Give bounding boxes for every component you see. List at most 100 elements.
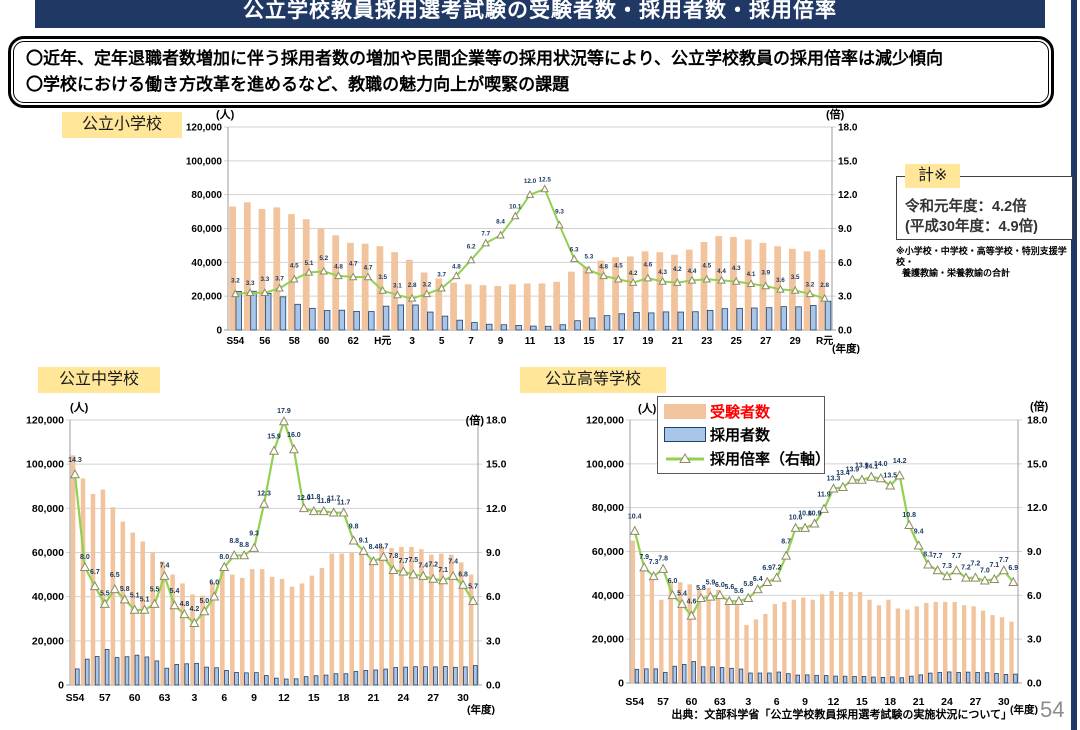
- title-bar: 公立学校教員採用選考試験の受験者数・採用者数・採用倍率: [35, 0, 1045, 28]
- bullet-line-2: 〇学校における働き方改革を進めるなど、教職の魅力向上が喫緊の課題: [26, 75, 570, 94]
- svg-text:18: 18: [338, 692, 350, 704]
- svg-text:0.0: 0.0: [1027, 678, 1042, 690]
- svg-text:27: 27: [760, 336, 772, 347]
- svg-text:9.3: 9.3: [555, 209, 564, 216]
- svg-text:5.0: 5.0: [199, 598, 209, 605]
- svg-text:4.8: 4.8: [334, 263, 343, 270]
- svg-text:5: 5: [439, 336, 445, 347]
- svg-text:7.2: 7.2: [428, 562, 438, 569]
- svg-text:57: 57: [657, 696, 669, 708]
- svg-text:13.4: 13.4: [836, 470, 850, 477]
- svg-text:12.5: 12.5: [539, 176, 552, 183]
- svg-text:(年度): (年度): [832, 342, 860, 355]
- svg-text:7.7: 7.7: [933, 553, 943, 560]
- svg-text:30: 30: [998, 696, 1010, 708]
- svg-text:7.2: 7.2: [772, 564, 782, 571]
- svg-text:0: 0: [216, 326, 222, 337]
- svg-text:H元: H元: [374, 335, 391, 347]
- svg-text:11.8: 11.8: [307, 494, 320, 501]
- ratio-value-labels: 10.47.97.3 7.86.05.44.65.85.9 6.0 5.65.65.8…: [628, 458, 1018, 605]
- svg-text:20,000: 20,000: [592, 634, 624, 646]
- svg-text:13: 13: [554, 336, 566, 347]
- svg-text:100,000: 100,000: [186, 156, 223, 167]
- chart-label-middle: 公立中学校: [38, 367, 160, 393]
- svg-text:9.0: 9.0: [838, 224, 852, 235]
- svg-text:5.8: 5.8: [120, 586, 130, 593]
- footnote-line-2: 養護教諭・栄養教諭の合計: [902, 268, 1011, 278]
- total-ratio-label: 計※: [905, 164, 961, 188]
- svg-text:3: 3: [409, 336, 415, 347]
- svg-text:9: 9: [498, 336, 504, 347]
- svg-text:(人): (人): [638, 401, 657, 415]
- svg-text:7.0: 7.0: [980, 567, 990, 574]
- svg-text:5.7: 5.7: [468, 584, 478, 591]
- svg-text:40,000: 40,000: [592, 590, 624, 602]
- summary-bullet-box: 〇近年、定年退職者数増加に伴う採用者数の増加や民間企業等の採用状況等により、公立…: [8, 36, 1054, 108]
- svg-text:7.3: 7.3: [649, 559, 659, 566]
- svg-text:5.4: 5.4: [170, 588, 180, 595]
- svg-text:14.1: 14.1: [865, 464, 879, 471]
- svg-text:11.8: 11.8: [317, 498, 330, 505]
- svg-text:15.9: 15.9: [267, 434, 281, 441]
- svg-text:120,000: 120,000: [186, 123, 223, 134]
- svg-text:7.4: 7.4: [418, 563, 428, 570]
- total-ratio-footnote: ※小学校・中学校・高等学校・特別支援学校・ 養護教諭・栄養教諭の合計: [896, 246, 1080, 279]
- svg-text:20,000: 20,000: [191, 292, 222, 303]
- svg-text:6.0: 6.0: [668, 578, 678, 585]
- ratio-markers: [629, 470, 1019, 620]
- svg-text:4.4: 4.4: [717, 268, 726, 275]
- svg-text:16.0: 16.0: [287, 432, 301, 439]
- svg-text:3.0: 3.0: [838, 292, 852, 303]
- svg-text:(倍): (倍): [1030, 399, 1049, 413]
- svg-text:10.9: 10.9: [808, 510, 822, 517]
- chart-legend: 受験者数 採用者数 採用倍率（右軸）: [657, 396, 830, 474]
- svg-text:58: 58: [289, 336, 301, 347]
- legend-ratio-label: 採用倍率（右軸）: [710, 450, 831, 468]
- svg-text:0: 0: [58, 680, 64, 692]
- svg-text:8.0: 8.0: [219, 554, 229, 561]
- ratio-markers: [231, 184, 829, 302]
- svg-text:8.7: 8.7: [379, 544, 389, 551]
- svg-text:3.5: 3.5: [791, 274, 800, 281]
- svg-text:19: 19: [642, 336, 654, 347]
- svg-text:8.4: 8.4: [496, 219, 505, 226]
- svg-text:13.5: 13.5: [883, 472, 897, 479]
- svg-text:8.8: 8.8: [239, 542, 249, 549]
- svg-text:7.2: 7.2: [961, 564, 971, 571]
- svg-text:8.4: 8.4: [369, 544, 379, 551]
- svg-text:6.2: 6.2: [467, 243, 476, 250]
- bullet-line-1: 〇近年、定年退職者数増加に伴う採用者数の増加や民間企業等の採用状況等により、公立…: [26, 49, 943, 68]
- svg-text:12.0: 12.0: [297, 495, 311, 502]
- svg-text:5.8: 5.8: [743, 581, 753, 588]
- svg-text:15: 15: [856, 696, 868, 708]
- svg-text:4.6: 4.6: [643, 262, 652, 269]
- svg-text:12.0: 12.0: [524, 178, 537, 185]
- svg-text:60,000: 60,000: [592, 546, 624, 558]
- svg-text:5.1: 5.1: [140, 597, 150, 604]
- svg-text:3.7: 3.7: [275, 276, 284, 283]
- svg-text:7.3: 7.3: [942, 563, 952, 570]
- svg-text:100,000: 100,000: [26, 459, 64, 471]
- svg-text:29: 29: [790, 336, 802, 347]
- svg-text:4.6: 4.6: [687, 598, 697, 605]
- svg-text:100,000: 100,000: [586, 458, 624, 470]
- svg-text:8.8: 8.8: [229, 538, 239, 545]
- svg-text:2.8: 2.8: [408, 282, 417, 289]
- svg-text:15.0: 15.0: [486, 459, 507, 471]
- svg-text:10.8: 10.8: [902, 512, 916, 519]
- chart-label-high: 公立高等学校: [520, 367, 666, 393]
- svg-text:7.9: 7.9: [639, 554, 649, 561]
- svg-text:3: 3: [191, 692, 197, 704]
- svg-text:63: 63: [159, 692, 171, 704]
- svg-text:13.9: 13.9: [846, 467, 860, 474]
- svg-text:4.8: 4.8: [599, 263, 608, 270]
- svg-text:(年度): (年度): [467, 703, 495, 716]
- svg-text:21: 21: [913, 696, 925, 708]
- svg-text:3.5: 3.5: [378, 274, 387, 281]
- svg-text:17.9: 17.9: [277, 408, 291, 415]
- svg-text:6: 6: [774, 696, 780, 708]
- svg-text:8.0: 8.0: [80, 554, 90, 561]
- svg-text:3.2: 3.2: [422, 281, 431, 288]
- svg-text:5.5: 5.5: [150, 587, 160, 594]
